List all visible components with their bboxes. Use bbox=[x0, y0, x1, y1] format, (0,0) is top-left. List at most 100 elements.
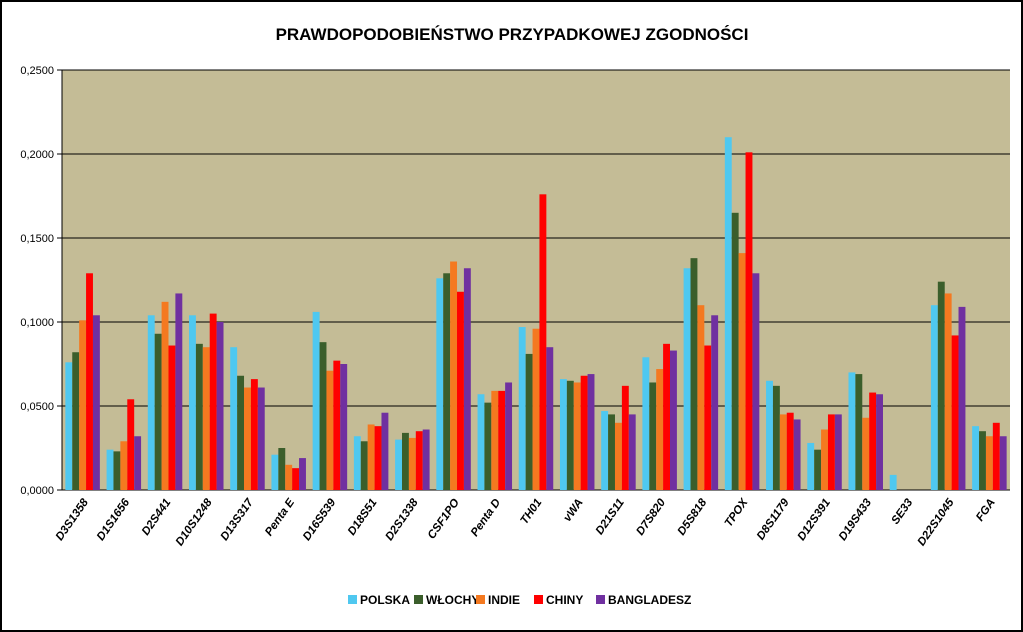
bar-chiny bbox=[827, 414, 835, 490]
x-category-label: TPOX bbox=[723, 496, 752, 530]
bar-indie bbox=[244, 387, 251, 490]
x-category-label: D12S391 bbox=[796, 497, 833, 543]
x-category-label: D2S441 bbox=[140, 497, 174, 538]
bar-polska bbox=[601, 411, 609, 490]
legend-label: BANGLADESZ bbox=[608, 593, 691, 607]
bar-bangladesz bbox=[711, 315, 719, 490]
x-category-label: D16S539 bbox=[301, 496, 339, 543]
bar-chiny bbox=[498, 390, 506, 490]
bar-chiny bbox=[621, 385, 629, 490]
legend-swatch bbox=[414, 595, 423, 604]
bar-polska bbox=[889, 474, 897, 490]
bar-indie bbox=[79, 320, 87, 490]
bar-bangladesz bbox=[175, 293, 183, 490]
bar-bangladesz bbox=[834, 414, 842, 490]
bar-indie bbox=[944, 293, 952, 490]
bar-indie bbox=[697, 305, 705, 490]
bar-bangladesz bbox=[546, 347, 554, 490]
legend-swatch bbox=[348, 595, 357, 604]
bar-indie bbox=[120, 441, 128, 490]
x-category-label: D22S1045 bbox=[916, 496, 957, 548]
bar-indie bbox=[532, 328, 540, 490]
y-tick-label: 0,1000 bbox=[20, 317, 54, 329]
bar-bangladesz bbox=[793, 419, 801, 490]
bar-włochy bbox=[278, 448, 286, 490]
x-category-label: Penta D bbox=[469, 497, 503, 539]
bar-włochy bbox=[525, 353, 533, 490]
y-tick-label: 0,0000 bbox=[20, 485, 54, 497]
bar-chiny bbox=[209, 313, 217, 490]
bar-indie bbox=[202, 347, 210, 490]
bar-włochy bbox=[401, 432, 409, 490]
y-tick-label: 0,1500 bbox=[20, 233, 54, 245]
legend-swatch bbox=[534, 595, 543, 604]
x-category-label: D5S818 bbox=[676, 496, 710, 537]
bar-polska bbox=[65, 362, 73, 490]
bar-indie bbox=[862, 417, 870, 490]
bar-włochy bbox=[154, 333, 162, 490]
y-axis-ticks: 0,0000 0,0500 0,1000 0,1500 0,2000 0,2500 bbox=[20, 65, 54, 497]
bar-chiny bbox=[704, 345, 712, 490]
bar-chiny bbox=[127, 399, 135, 490]
legend-label: CHINY bbox=[546, 593, 583, 607]
bar-bangladesz bbox=[92, 315, 100, 490]
bar-indie bbox=[161, 301, 169, 490]
bar-bangladesz bbox=[340, 364, 348, 490]
bar-polska bbox=[848, 372, 856, 490]
bar-bangladesz bbox=[958, 306, 966, 490]
legend: POLSKA WŁOCHY INDIE CHINY BANGLADESZ bbox=[348, 593, 691, 607]
bar-chiny bbox=[869, 392, 877, 490]
y-tick-label: 0,2500 bbox=[20, 65, 54, 77]
x-category-label: D21S11 bbox=[594, 497, 627, 537]
bar-włochy bbox=[72, 352, 80, 490]
y-tick-label: 0,2000 bbox=[20, 149, 54, 161]
bar-indie bbox=[614, 422, 622, 490]
bar-polska bbox=[189, 315, 196, 490]
bar-bangladesz bbox=[134, 436, 142, 490]
y-tick-label: 0,0500 bbox=[20, 401, 54, 413]
bar-polska bbox=[807, 442, 815, 490]
bar-włochy bbox=[195, 343, 203, 490]
x-category-label: D8S1179 bbox=[755, 496, 792, 542]
x-category-label: SE33 bbox=[889, 496, 915, 526]
bar-bangladesz bbox=[670, 350, 677, 490]
bar-włochy bbox=[484, 402, 492, 490]
bar-polska bbox=[724, 137, 732, 490]
bar-włochy bbox=[772, 385, 780, 490]
bar-włochy bbox=[443, 273, 451, 490]
legend-label: POLSKA bbox=[360, 593, 410, 607]
x-category-label: D10S1248 bbox=[174, 496, 215, 548]
x-category-label: D18S51 bbox=[346, 497, 380, 538]
legend-label: WŁOCHY bbox=[426, 593, 479, 607]
bar-polska bbox=[766, 380, 773, 490]
bar-włochy bbox=[814, 449, 822, 490]
bar-włochy bbox=[731, 212, 739, 491]
bar-polska bbox=[395, 439, 402, 490]
bar-chiny bbox=[168, 345, 176, 490]
bar-włochy bbox=[649, 382, 657, 490]
bar-włochy bbox=[360, 441, 368, 490]
bar-polska bbox=[972, 426, 980, 490]
bar-chiny bbox=[250, 379, 258, 490]
bar-bangladesz bbox=[463, 268, 471, 490]
bar-bangladesz bbox=[381, 412, 389, 490]
bar-indie bbox=[408, 437, 416, 490]
bar-indie bbox=[285, 464, 293, 490]
bar-bangladesz bbox=[876, 394, 883, 490]
bar-bangladesz bbox=[216, 322, 224, 490]
bar-włochy bbox=[237, 375, 245, 490]
x-category-label: vWA bbox=[562, 497, 586, 524]
bar-chiny bbox=[86, 273, 93, 490]
bar-chiny bbox=[457, 291, 464, 490]
x-category-label: D13S317 bbox=[219, 496, 257, 543]
bar-indie bbox=[738, 253, 746, 490]
bar-włochy bbox=[319, 342, 327, 490]
legend-swatch bbox=[596, 595, 605, 604]
x-category-label: D2S1338 bbox=[383, 496, 421, 543]
bar-chiny bbox=[992, 422, 1000, 490]
bar-indie bbox=[326, 370, 334, 490]
bar-włochy bbox=[979, 431, 986, 490]
bar-chiny bbox=[333, 360, 341, 490]
